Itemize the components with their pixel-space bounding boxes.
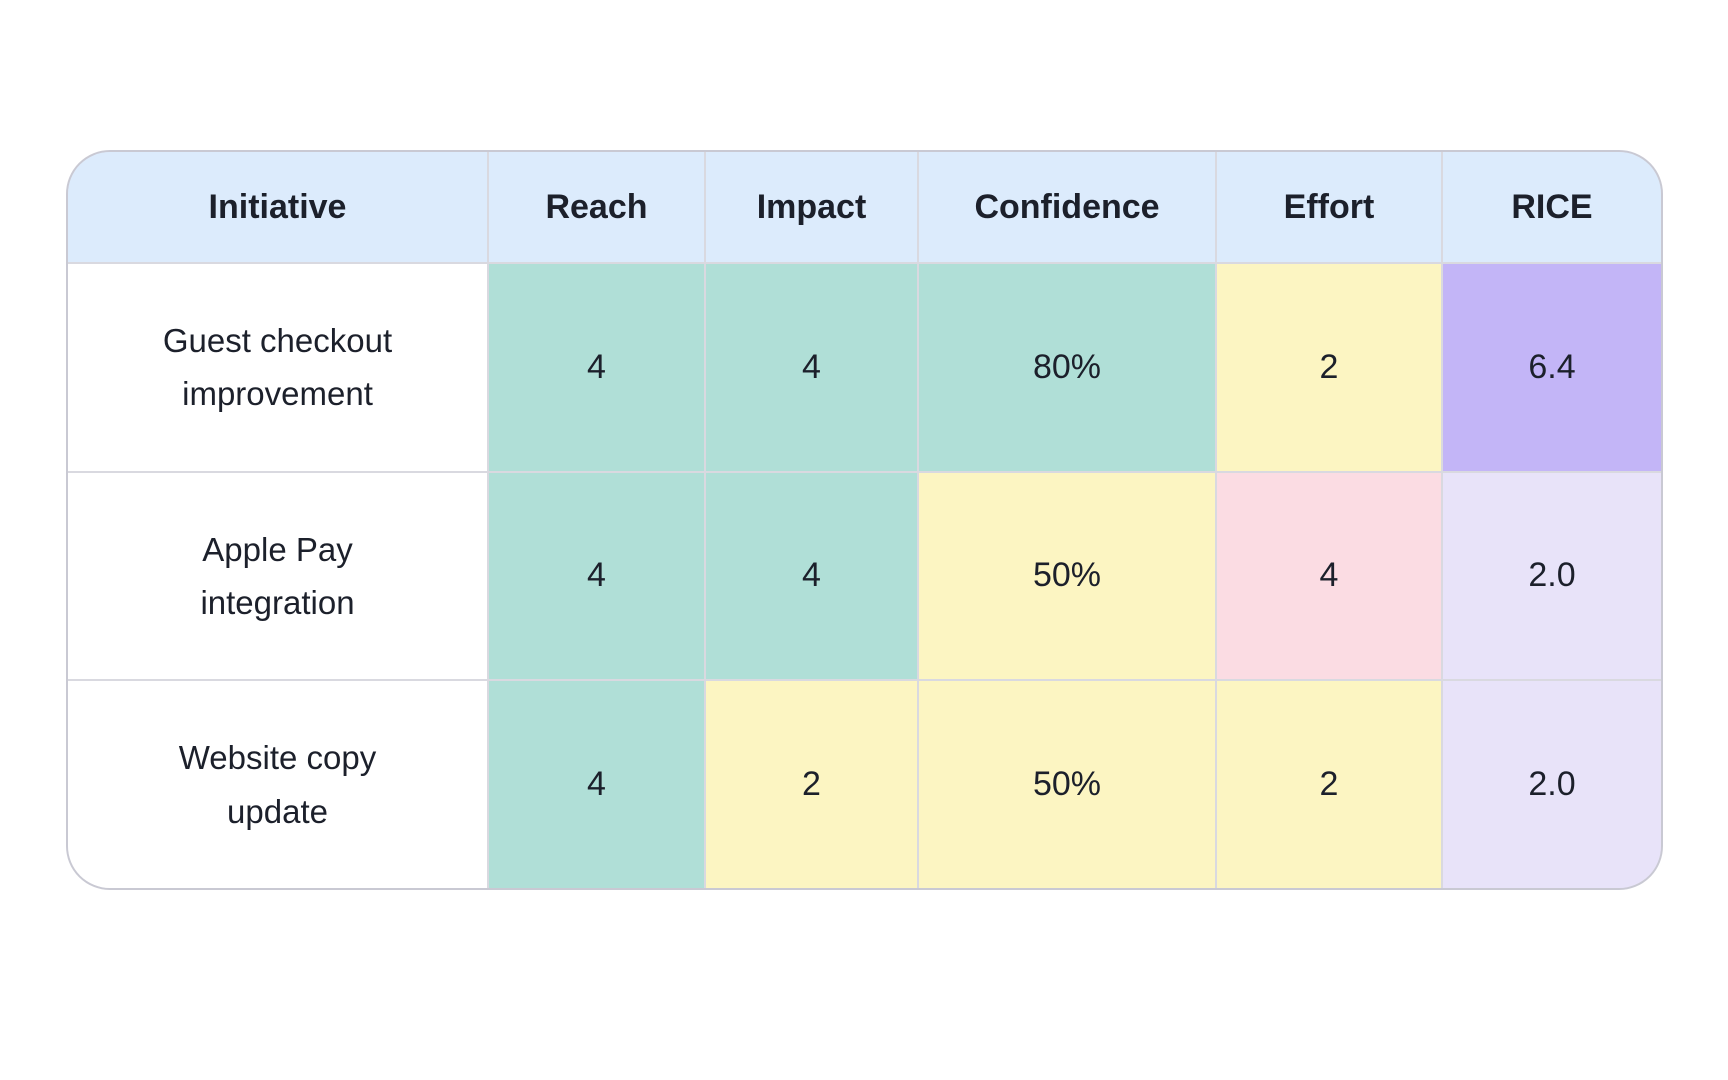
table-row-initiative-label: Guest checkout improvement bbox=[68, 264, 487, 471]
rice-prioritization-table: Initiative Reach Impact Confidence Effor… bbox=[66, 150, 1663, 890]
reach-cell: 4 bbox=[489, 264, 704, 471]
column-header-confidence: Confidence bbox=[919, 152, 1215, 262]
initiative-text: Guest checkout improvement bbox=[162, 321, 393, 413]
confidence-cell: 80% bbox=[919, 264, 1215, 471]
confidence-cell: 50% bbox=[919, 681, 1215, 888]
impact-cell: 2 bbox=[706, 681, 917, 888]
column-header-effort: Effort bbox=[1217, 152, 1441, 262]
rice-score-cell: 2.0 bbox=[1443, 681, 1661, 888]
column-header-impact: Impact bbox=[706, 152, 917, 262]
column-header-initiative: Initiative bbox=[68, 152, 487, 262]
initiative-text: Apple Pay integration bbox=[200, 530, 355, 621]
effort-cell: 4 bbox=[1217, 472, 1441, 680]
initiative-text: Website copy update bbox=[178, 739, 377, 830]
effort-cell: 2 bbox=[1217, 681, 1441, 888]
rice-score-cell: 6.4 bbox=[1443, 264, 1661, 471]
table-row-initiative-label: Website copy update bbox=[68, 681, 487, 888]
reach-cell: 4 bbox=[489, 681, 704, 888]
confidence-cell: 50% bbox=[919, 472, 1215, 680]
impact-cell: 4 bbox=[706, 472, 917, 680]
column-header-rice: RICE bbox=[1443, 152, 1661, 262]
rice-score-cell: 2.0 bbox=[1443, 472, 1661, 680]
effort-cell: 2 bbox=[1217, 264, 1441, 471]
column-header-reach: Reach bbox=[489, 152, 704, 262]
impact-cell: 4 bbox=[706, 264, 917, 471]
reach-cell: 4 bbox=[489, 472, 704, 680]
table-row-initiative-label: Apple Pay integration bbox=[68, 472, 487, 680]
